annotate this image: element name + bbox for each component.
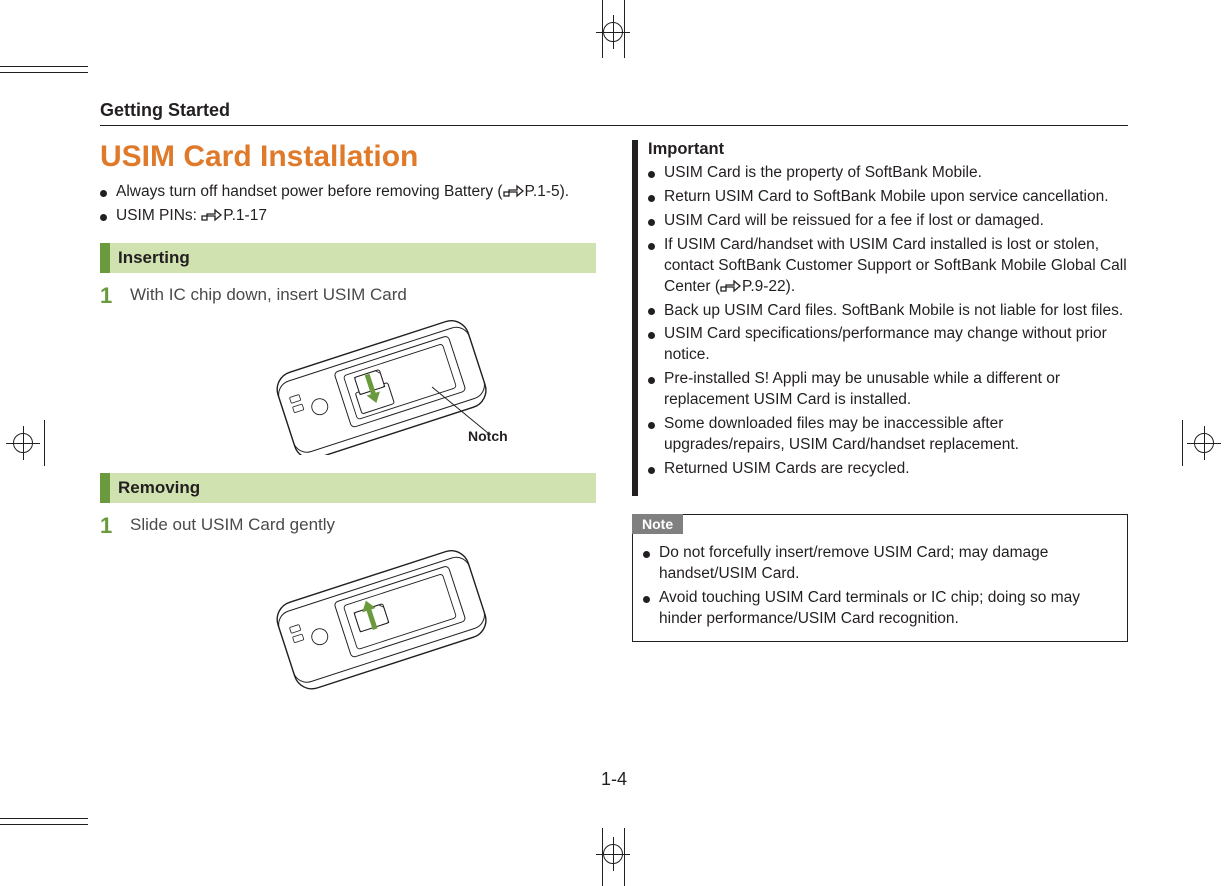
bullet-text: Do not forcefully insert/remove USIM Car… — [659, 544, 1048, 582]
subheading-label: Removing — [110, 473, 200, 503]
step-row: 1 With IC chip down, insert USIM Card — [100, 285, 596, 307]
step-text: Slide out USIM Card gently — [130, 515, 335, 537]
crop-mark — [0, 818, 88, 819]
important-bullet: Back up USIM Card files. SoftBank Mobile… — [648, 301, 1128, 322]
bullet-ref: P.1-17 — [223, 207, 267, 224]
intro-bullet: USIM PINs: P.1-17 — [100, 206, 596, 227]
right-column: Important USIM Card is the property of S… — [632, 140, 1128, 713]
subheading-removing: Removing — [100, 473, 596, 503]
step-row: 1 Slide out USIM Card gently — [100, 515, 596, 537]
important-bullet: Some downloaded files may be inaccessibl… — [648, 414, 1128, 456]
notch-label: Notch — [468, 428, 508, 444]
page-root: Getting Started USIM Card Installation A… — [0, 0, 1228, 886]
important-bullet: USIM Card specifications/performance may… — [648, 324, 1128, 366]
bullet-text: Always turn off handset power before rem… — [116, 183, 503, 200]
bullet-text: Back up USIM Card files. SoftBank Mobile… — [664, 302, 1123, 319]
important-block: Important USIM Card is the property of S… — [632, 140, 1128, 496]
note-bullet-list: Do not forcefully insert/remove USIM Car… — [643, 543, 1117, 630]
bullet-text: USIM Card specifications/performance may… — [664, 325, 1107, 363]
registration-mark-icon — [603, 22, 623, 42]
page-number: 1-4 — [100, 769, 1128, 790]
crop-mark — [0, 72, 88, 73]
bullet-ref: P.9-22 — [742, 278, 786, 295]
important-bullet-list: USIM Card is the property of SoftBank Mo… — [648, 163, 1128, 480]
bullet-text: Avoid touching USIM Card terminals or IC… — [659, 589, 1080, 627]
note-box: Note Do not forcefully insert/remove USI… — [632, 514, 1128, 642]
page-title: USIM Card Installation — [100, 140, 596, 174]
important-body: Important USIM Card is the property of S… — [648, 140, 1128, 496]
crop-mark — [624, 0, 625, 58]
note-bullet: Avoid touching USIM Card terminals or IC… — [643, 588, 1117, 630]
reference-hand-icon — [503, 184, 525, 198]
crop-mark — [44, 420, 45, 466]
registration-mark-icon — [603, 844, 623, 864]
subheading-bar — [100, 243, 110, 273]
content-area: Getting Started USIM Card Installation A… — [100, 100, 1128, 796]
crop-mark — [0, 66, 88, 67]
crop-mark — [1182, 420, 1183, 466]
bullet-text: Pre-installed S! Appli may be unusable w… — [664, 370, 1060, 408]
bullet-text: USIM Card is the property of SoftBank Mo… — [664, 164, 982, 181]
registration-mark-icon — [13, 433, 33, 453]
remove-usim-figure — [220, 545, 520, 695]
bullet-text: USIM Card will be reissued for a fee if … — [664, 212, 1044, 229]
important-bullet: If USIM Card/handset with USIM Card inst… — [648, 235, 1128, 298]
step-number: 1 — [100, 285, 118, 307]
registration-mark-icon — [1194, 433, 1214, 453]
running-header: Getting Started — [100, 100, 1128, 126]
bullet-text-after: ). — [560, 183, 569, 200]
important-bullet: USIM Card is the property of SoftBank Mo… — [648, 163, 1128, 184]
important-bullet: USIM Card will be reissued for a fee if … — [648, 211, 1128, 232]
bullet-text: Return USIM Card to SoftBank Mobile upon… — [664, 188, 1109, 205]
subheading-inserting: Inserting — [100, 243, 596, 273]
bullet-text: Some downloaded files may be inaccessibl… — [664, 415, 1019, 453]
reference-hand-icon — [201, 208, 223, 222]
bullet-text: Returned USIM Cards are recycled. — [664, 460, 910, 477]
left-column: USIM Card Installation Always turn off h… — [100, 140, 596, 713]
crop-mark — [624, 828, 625, 886]
subheading-bar — [100, 473, 110, 503]
two-column-layout: USIM Card Installation Always turn off h… — [100, 140, 1128, 713]
bullet-ref: P.1-5 — [525, 183, 560, 200]
insert-usim-figure: Notch — [220, 315, 520, 455]
note-tag: Note — [632, 514, 683, 534]
intro-bullet-list: Always turn off handset power before rem… — [100, 182, 596, 227]
important-bar — [632, 140, 638, 496]
reference-hand-icon — [720, 279, 742, 293]
note-bullet: Do not forcefully insert/remove USIM Car… — [643, 543, 1117, 585]
bullet-text-after: ). — [786, 278, 795, 295]
step-text: With IC chip down, insert USIM Card — [130, 285, 407, 307]
step-number: 1 — [100, 515, 118, 537]
important-bullet: Return USIM Card to SoftBank Mobile upon… — [648, 187, 1128, 208]
important-bullet: Pre-installed S! Appli may be unusable w… — [648, 369, 1128, 411]
subheading-label: Inserting — [110, 243, 190, 273]
important-bullet: Returned USIM Cards are recycled. — [648, 459, 1128, 480]
intro-bullet: Always turn off handset power before rem… — [100, 182, 596, 203]
crop-mark — [0, 824, 88, 825]
important-title: Important — [648, 140, 1128, 159]
bullet-text: USIM PINs: — [116, 207, 201, 224]
